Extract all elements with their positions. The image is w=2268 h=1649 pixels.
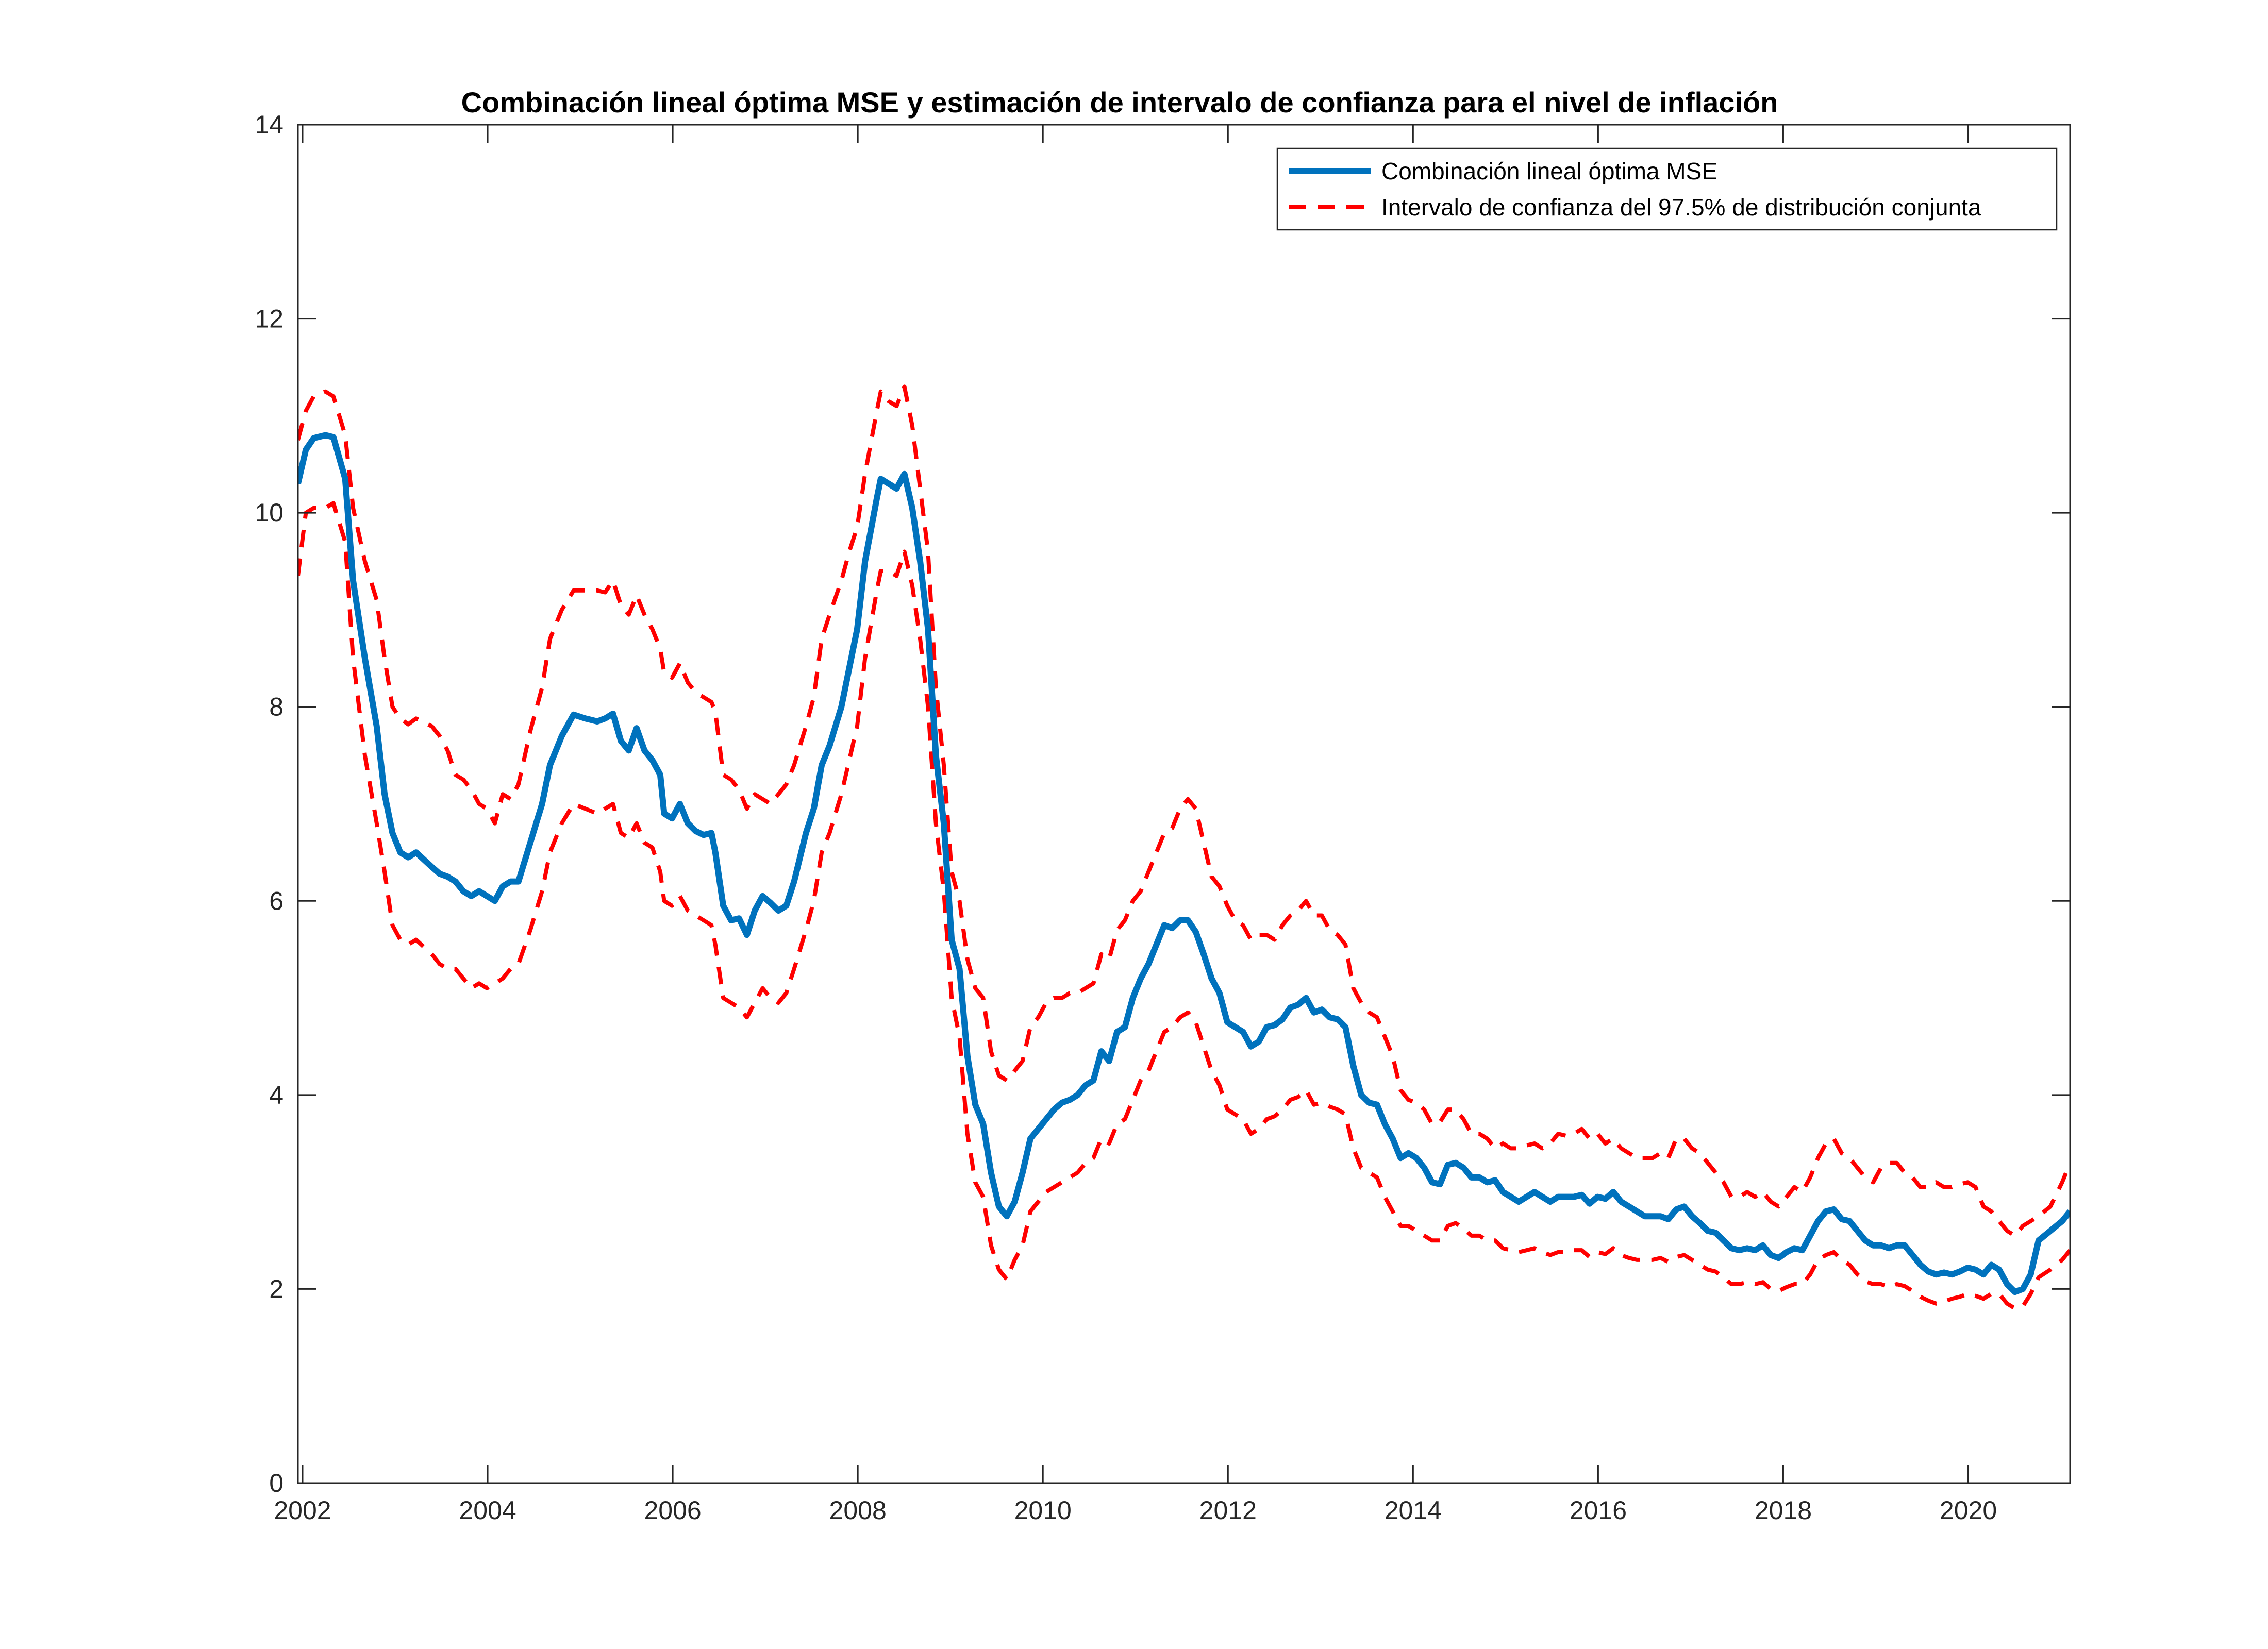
- legend: Combinación lineal óptima MSE Intervalo …: [1276, 147, 2058, 231]
- x-tick-label: 2002: [274, 1496, 331, 1525]
- legend-box: [1276, 147, 2058, 231]
- x-tick-label: 2016: [1570, 1496, 1627, 1525]
- y-axis: 0 2 4 6 8 10 12 14: [255, 110, 2070, 1497]
- axes-box: [297, 124, 2071, 1484]
- y-tick-label: 0: [269, 1469, 284, 1497]
- x-axis: 2002 2004 2006 2008 2010 2012 2014 2016 2018 2020: [274, 125, 1997, 1525]
- x-tick-label: 2010: [1014, 1496, 1072, 1525]
- series-line-blend: [298, 432, 2070, 1295]
- y-tick-label: 2: [269, 1274, 284, 1303]
- x-tick-label: 2004: [459, 1496, 516, 1525]
- chart-title: Combinación lineal óptima MSE y estimaci…: [461, 86, 1778, 119]
- plot-background: [298, 125, 2070, 1483]
- y-tick-label: 12: [255, 305, 284, 333]
- x-tick-label: 2020: [1940, 1496, 1997, 1525]
- x-tick-label: 2012: [1199, 1496, 1257, 1525]
- y-tick-label: 6: [269, 886, 284, 915]
- legend-label-blend: Combinación lineal óptima MSE: [1381, 158, 1717, 184]
- plot-area: 2002 2004 2006 2008 2010 2012 2014 2016 2018 2020…: [255, 110, 2071, 1525]
- series-layer: [298, 384, 2070, 1311]
- x-tick-label: 2018: [1755, 1496, 1812, 1525]
- series-line-interval-upper: [298, 384, 2070, 1238]
- y-tick-label: 4: [269, 1081, 284, 1109]
- legend-label-interval: Intervalo de confianza del 97.5% de dist…: [1381, 194, 1981, 221]
- y-tick-label: 14: [255, 110, 284, 139]
- x-tick-label: 2006: [644, 1496, 701, 1525]
- y-tick-label: 10: [255, 498, 284, 527]
- y-tick-label: 8: [269, 693, 284, 721]
- x-tick-label: 2014: [1385, 1496, 1442, 1525]
- x-tick-label: 2008: [829, 1496, 887, 1525]
